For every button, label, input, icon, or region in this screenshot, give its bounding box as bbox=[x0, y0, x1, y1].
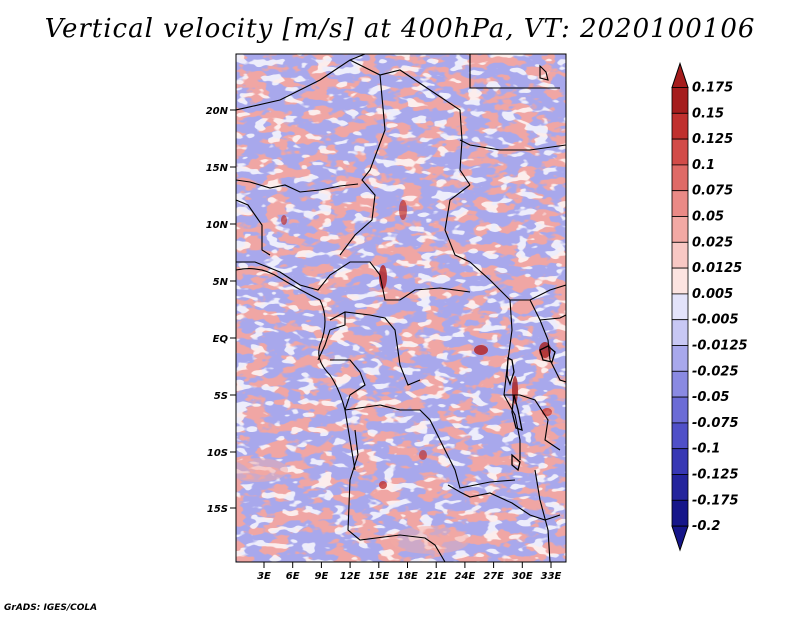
colorbar-label: -0.1 bbox=[692, 442, 720, 457]
lon-tick-label: 27E bbox=[483, 571, 504, 582]
colorbar-segment bbox=[671, 319, 689, 346]
colorbar-segment bbox=[671, 112, 689, 140]
lat-tick-label: 5N bbox=[213, 277, 229, 288]
lon-tick-label: 15E bbox=[368, 571, 389, 582]
colorbar-segment bbox=[671, 370, 689, 398]
lon-tick-label: 18E bbox=[397, 571, 418, 582]
colorbar-label: -0.125 bbox=[692, 468, 739, 483]
colorbar-label: 0.05 bbox=[692, 210, 724, 225]
lon-tick-label: 21E bbox=[426, 571, 447, 582]
lon-tick-label: 24E bbox=[455, 571, 476, 582]
colorbar-top-arrow bbox=[671, 61, 689, 88]
colorbar-segment bbox=[671, 216, 689, 243]
lat-tick-label: 10S bbox=[207, 448, 228, 459]
lat-tick-label: 10N bbox=[206, 220, 229, 231]
lat-tick-label: EQ bbox=[213, 334, 229, 345]
colorbar-segment bbox=[671, 190, 689, 217]
colorbar-label: 0.175 bbox=[692, 81, 733, 96]
colorbar-label: 0.0125 bbox=[692, 261, 742, 276]
colorbar-label: -0.075 bbox=[692, 416, 739, 431]
colorbar-segment bbox=[671, 396, 689, 424]
colorbar-segment bbox=[671, 138, 689, 166]
lon-tick-label: 30E bbox=[512, 571, 533, 582]
colorbar-segment bbox=[671, 241, 689, 269]
colorbar: 0.175 0.15 0.125 0.1 0.075 0.05 0.025 0.0125 0.0… bbox=[671, 61, 748, 552]
colorbar-label: 0.125 bbox=[692, 132, 733, 147]
colorbar-label: 0.025 bbox=[692, 235, 733, 250]
lat-tick-label: 15S bbox=[207, 504, 228, 515]
lon-axis: 3E 6E 9E 12E 15E 18E 21E 24E 27E 30E 33E bbox=[257, 562, 562, 582]
lon-tick-label: 12E bbox=[340, 571, 361, 582]
country-borders bbox=[236, 54, 566, 562]
colorbar-label: -0.175 bbox=[692, 493, 739, 508]
colorbar-label: -0.05 bbox=[692, 390, 729, 405]
lakes bbox=[506, 345, 556, 472]
map-frame bbox=[235, 53, 567, 563]
lon-tick-label: 3E bbox=[257, 571, 271, 582]
colorbar-segment bbox=[671, 164, 689, 192]
colorbar-bottom-arrow bbox=[671, 525, 689, 552]
colorbar-label: -0.2 bbox=[692, 519, 720, 534]
colorbar-label: 0.15 bbox=[692, 106, 724, 121]
lat-tick-label: 5S bbox=[214, 391, 228, 402]
colorbar-label: -0.0125 bbox=[692, 339, 748, 354]
colorbar-segment bbox=[671, 422, 689, 450]
colorbar-segment bbox=[671, 87, 689, 114]
lat-axis: 20N 15N 10N 5N EQ 5S 10S 15S bbox=[206, 106, 236, 515]
colorbar-label: 0.075 bbox=[692, 184, 733, 199]
lat-tick-label: 20N bbox=[206, 106, 229, 117]
colorbar-segment bbox=[671, 499, 689, 527]
colorbar-label: 0.005 bbox=[692, 287, 733, 302]
colorbar-segment bbox=[671, 474, 689, 501]
colorbar-segment bbox=[671, 448, 689, 475]
lat-tick-label: 15N bbox=[206, 163, 229, 174]
colorbar-segment bbox=[671, 293, 689, 321]
colorbar-label: 0.1 bbox=[692, 158, 715, 173]
colorbar-label: -0.025 bbox=[692, 364, 739, 379]
map-title: Vertical velocity [m/s] at 400hPa, VT: 2… bbox=[44, 14, 756, 44]
colorbar-segment bbox=[671, 267, 689, 295]
colorbar-label: -0.005 bbox=[692, 313, 739, 328]
velocity-field bbox=[236, 54, 566, 562]
lon-tick-label: 6E bbox=[286, 571, 300, 582]
colorbar-segment bbox=[671, 345, 689, 372]
lon-tick-label: 9E bbox=[315, 571, 329, 582]
grads-credit: GrADS: IGES/COLA bbox=[4, 603, 98, 613]
lon-tick-label: 33E bbox=[541, 571, 562, 582]
